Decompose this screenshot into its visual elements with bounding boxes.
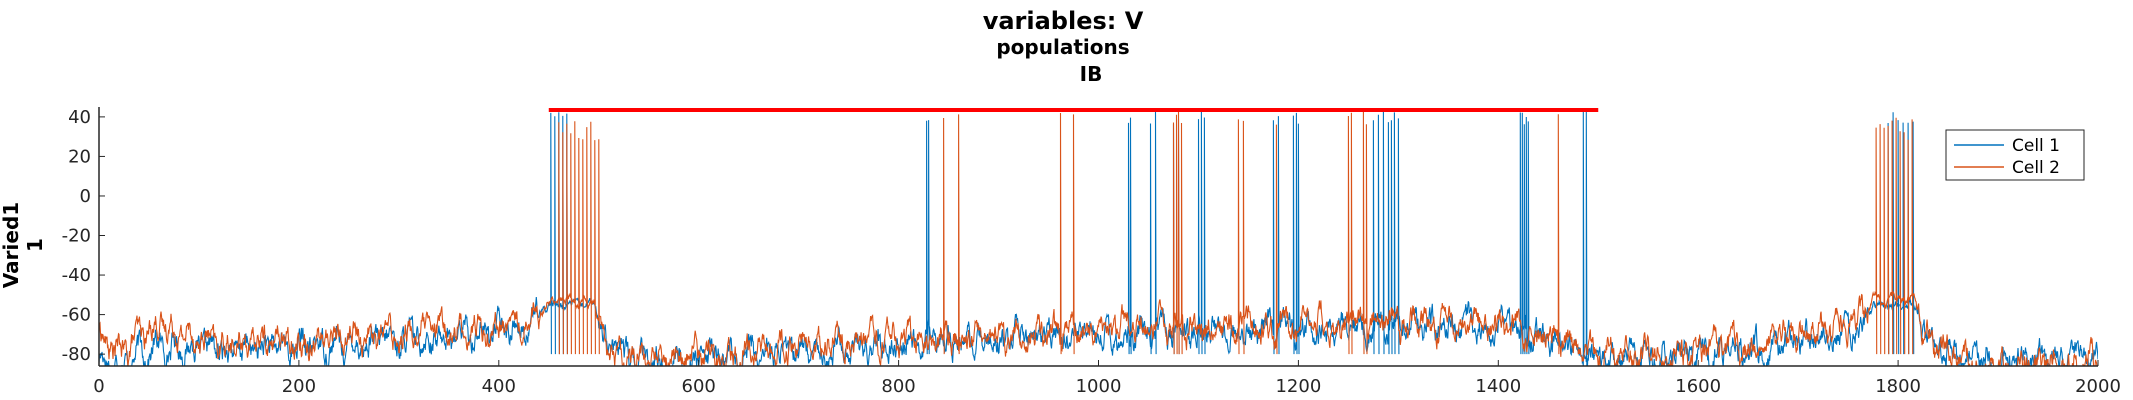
y-axis-label-line-1: Varied1 — [0, 202, 23, 288]
legend: Cell 1 Cell 2 — [1945, 129, 2085, 181]
x-tick-label: 1200 — [1275, 376, 1321, 397]
x-tick-label: 1600 — [1675, 376, 1721, 397]
y-tick-label: -20 — [62, 226, 91, 247]
y-tick-label: 0 — [80, 186, 91, 207]
y-ticks: -80 -60 -40 -20 0 20 40 — [62, 107, 105, 365]
chart-title-line-1: variables: V — [983, 7, 1144, 35]
x-tick-label: 1000 — [1076, 376, 1122, 397]
y-tick-label: 20 — [68, 146, 91, 167]
legend-label-cell-1: Cell 1 — [2012, 136, 2060, 156]
plot-area — [99, 109, 2098, 366]
series-layer — [99, 109, 2098, 366]
y-tick-label: 40 — [68, 107, 91, 128]
x-tick-label: 0 — [93, 376, 104, 397]
x-tick-label: 400 — [482, 376, 516, 397]
y-tick-label: -40 — [62, 265, 91, 286]
y-axis-label: Varied1 1 — [0, 202, 47, 288]
legend-box — [1945, 129, 2085, 181]
legend-label-cell-2: Cell 2 — [2012, 158, 2060, 178]
x-tick-label: 800 — [881, 376, 915, 397]
chart-title-line-3: IB — [1080, 62, 1103, 86]
x-tick-label: 200 — [282, 376, 316, 397]
x-tick-label: 2000 — [2075, 376, 2121, 397]
x-tick-label: 1800 — [1875, 376, 1921, 397]
series-line-cell-2 — [99, 111, 2098, 366]
x-tick-label: 600 — [682, 376, 716, 397]
x-tick-label: 1400 — [1475, 376, 1521, 397]
x-ticks: 0 200 400 600 800 1000 1200 1400 1600 1800 2000 — [93, 360, 2121, 397]
y-tick-label: -60 — [62, 305, 91, 326]
y-tick-label: -80 — [62, 344, 91, 365]
chart-title-line-2: populations — [996, 35, 1129, 59]
y-axis-label-line-2: 1 — [23, 238, 47, 252]
series-line-cell-1 — [99, 109, 2098, 366]
